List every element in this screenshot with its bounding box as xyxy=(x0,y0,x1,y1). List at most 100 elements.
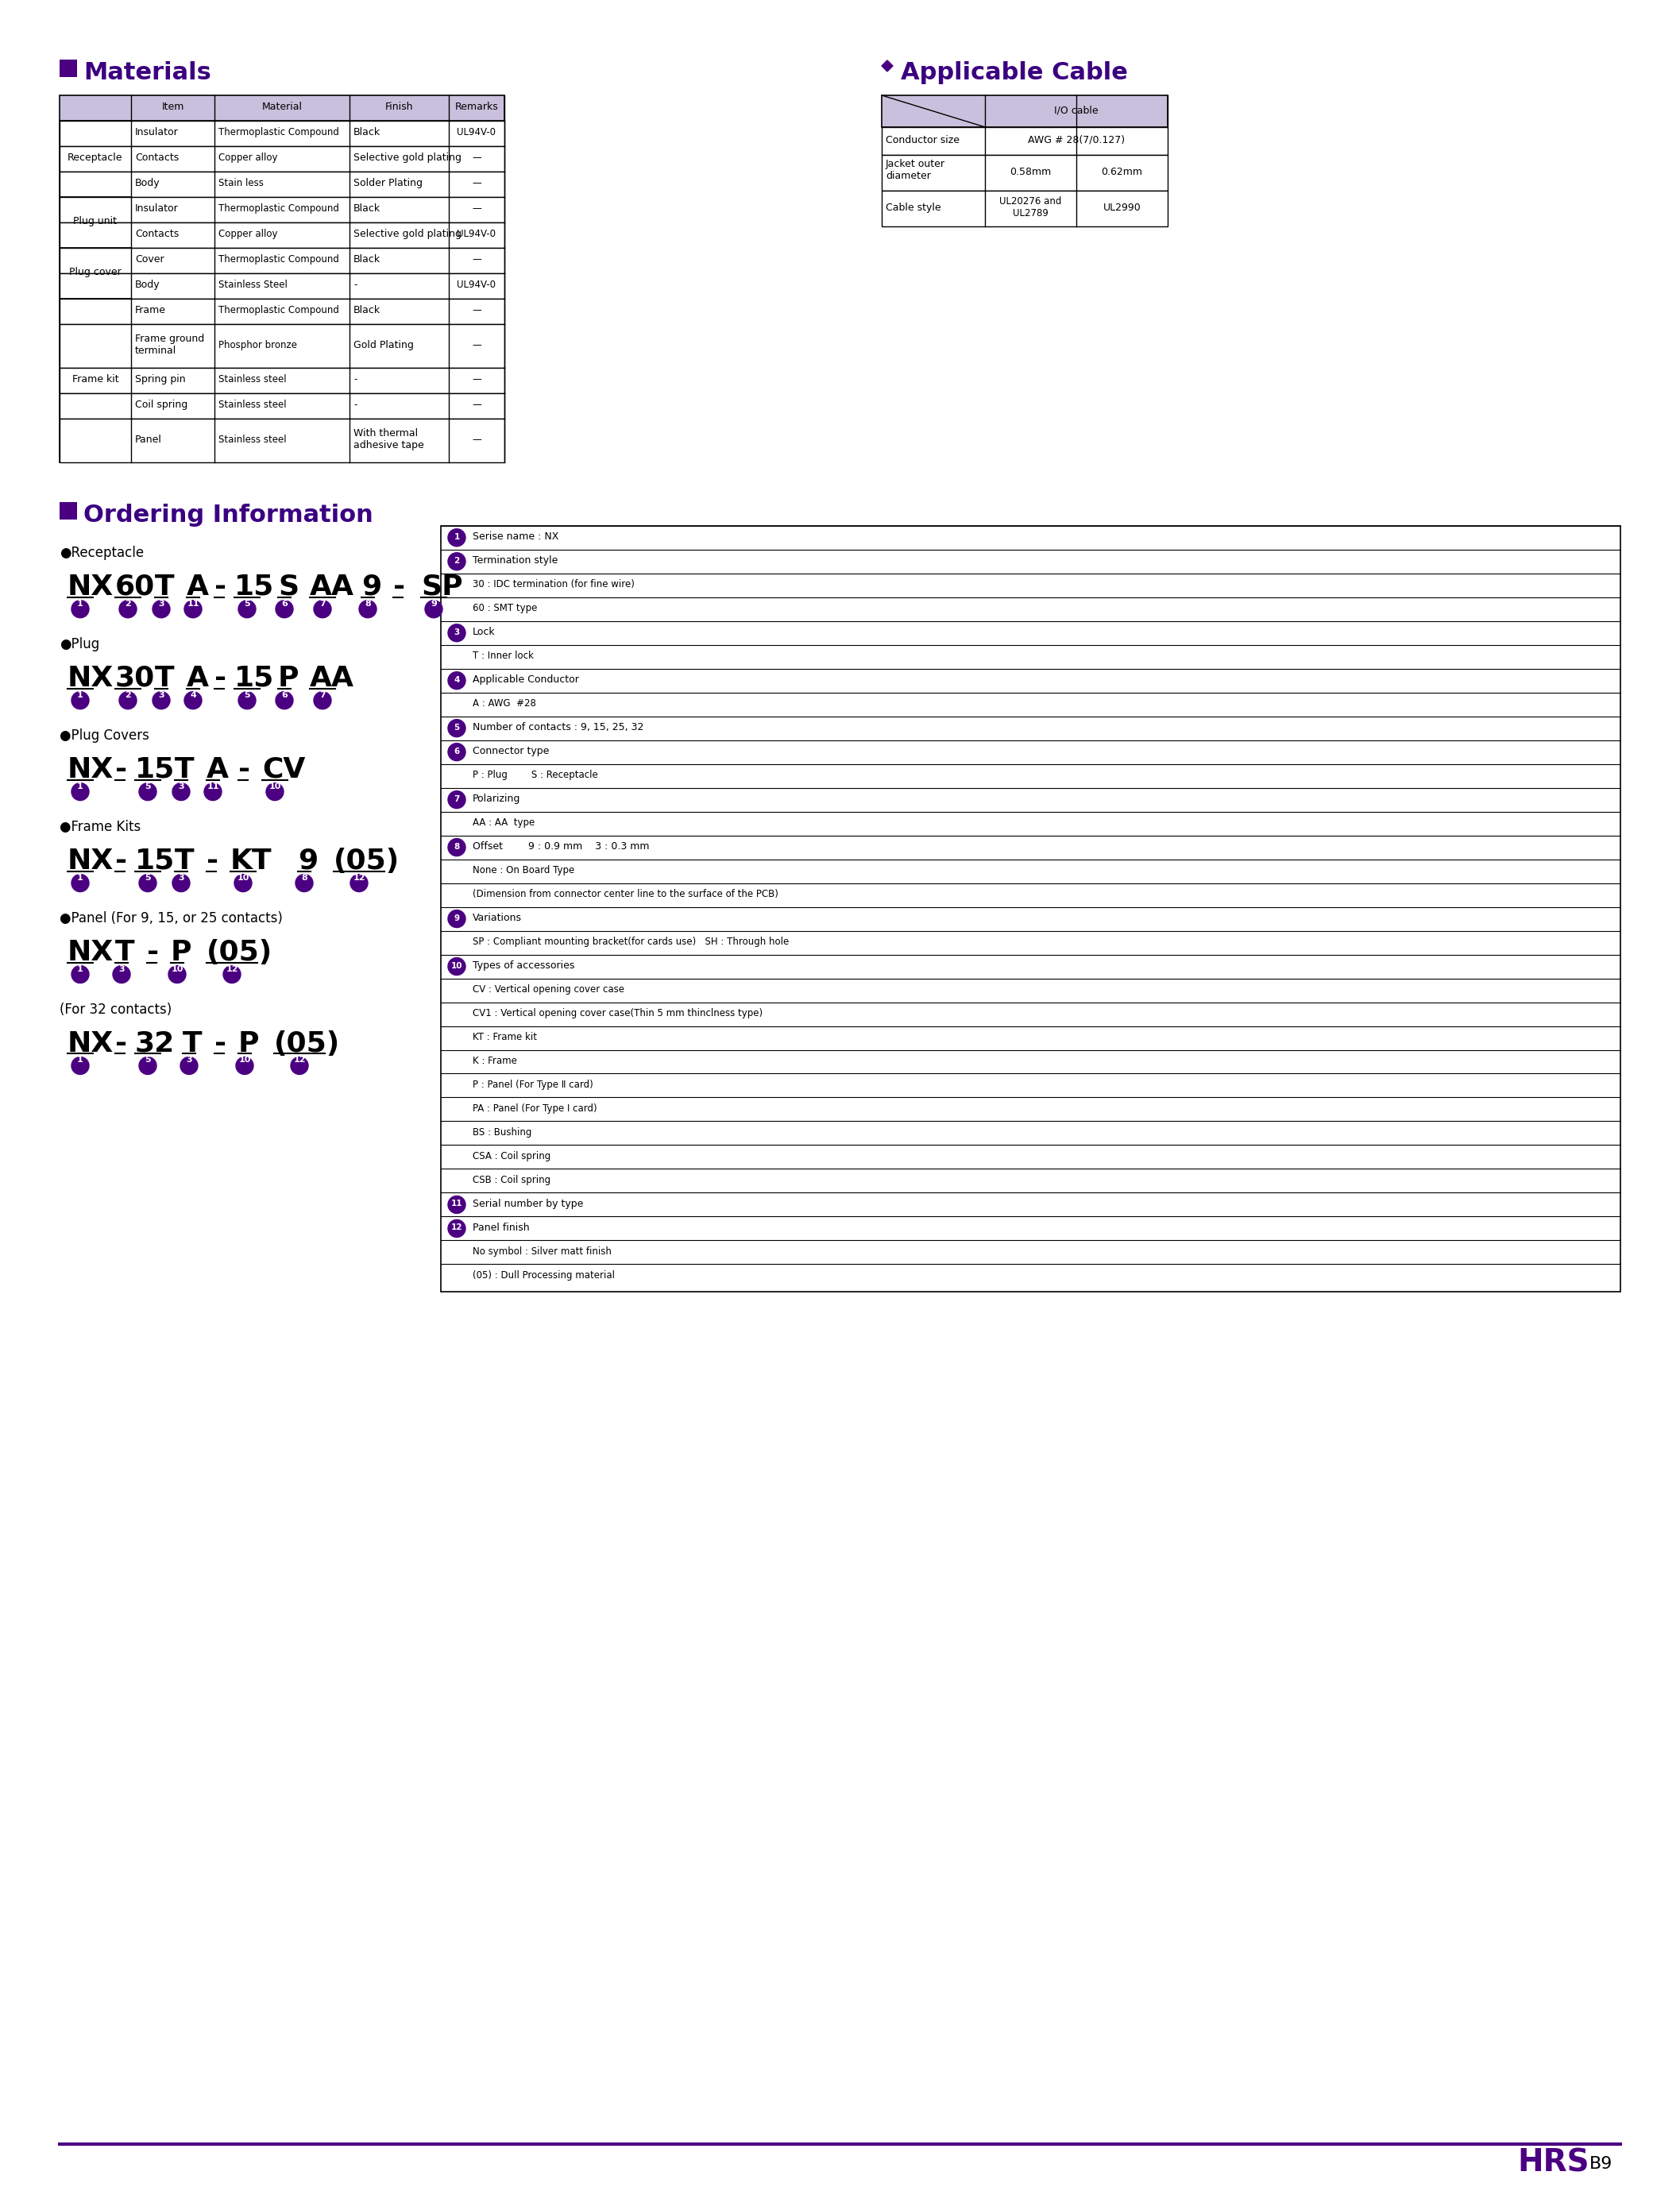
Text: (05): (05) xyxy=(207,938,272,967)
Text: K : Frame: K : Frame xyxy=(472,1056,517,1065)
Text: NX: NX xyxy=(67,665,114,691)
Text: Stainless steel: Stainless steel xyxy=(218,400,287,411)
Text: UL94V-0: UL94V-0 xyxy=(457,127,496,138)
Bar xyxy=(882,96,1168,127)
Bar xyxy=(59,147,504,171)
Bar xyxy=(882,155,1168,190)
Text: Materials: Materials xyxy=(84,61,212,83)
Text: AA: AA xyxy=(309,665,354,691)
Text: Phosphor bronze: Phosphor bronze xyxy=(218,339,297,350)
Circle shape xyxy=(205,783,222,800)
Bar xyxy=(59,247,131,300)
Text: Black: Black xyxy=(353,306,381,315)
Text: Selective gold plating: Selective gold plating xyxy=(353,153,462,164)
Text: 3: 3 xyxy=(178,873,185,881)
Text: KT: KT xyxy=(230,846,272,875)
Text: Black: Black xyxy=(353,203,381,214)
Text: BS : Bushing: BS : Bushing xyxy=(472,1126,531,1137)
Bar xyxy=(59,367,504,394)
Text: 12: 12 xyxy=(225,964,239,973)
Circle shape xyxy=(449,744,465,761)
Text: -: - xyxy=(393,573,405,601)
Text: 60 : SMT type: 60 : SMT type xyxy=(472,604,538,612)
Text: I/O cable: I/O cable xyxy=(1055,105,1099,116)
Text: 6: 6 xyxy=(281,599,287,608)
Circle shape xyxy=(314,691,331,709)
Text: Copper alloy: Copper alloy xyxy=(218,230,277,238)
Text: Plug cover: Plug cover xyxy=(69,267,121,278)
Text: CV1 : Vertical opening cover case(Thin 5 mm thinclness type): CV1 : Vertical opening cover case(Thin 5… xyxy=(472,1008,763,1019)
Circle shape xyxy=(119,601,136,617)
Text: 12: 12 xyxy=(353,873,365,881)
Circle shape xyxy=(223,967,240,984)
Text: 5: 5 xyxy=(454,724,460,730)
Text: Black: Black xyxy=(353,127,381,138)
Text: 9: 9 xyxy=(297,846,318,875)
Text: Gold Plating: Gold Plating xyxy=(353,339,413,350)
Text: 3: 3 xyxy=(158,599,165,608)
Text: Body: Body xyxy=(134,280,160,291)
Text: (05): (05) xyxy=(334,846,400,875)
Text: Serial number by type: Serial number by type xyxy=(472,1198,583,1209)
Text: Material: Material xyxy=(262,103,302,112)
Text: SP : Compliant mounting bracket(for cards use)   SH : Through hole: SP : Compliant mounting bracket(for card… xyxy=(472,936,790,947)
Text: 1: 1 xyxy=(77,1056,84,1065)
Text: 15: 15 xyxy=(234,573,274,601)
Circle shape xyxy=(113,967,131,984)
Text: -: - xyxy=(353,280,358,291)
Circle shape xyxy=(449,958,465,975)
Text: 10: 10 xyxy=(171,964,183,973)
Text: (For 32 contacts): (For 32 contacts) xyxy=(59,1002,171,1017)
Circle shape xyxy=(449,553,465,571)
Circle shape xyxy=(139,1056,156,1074)
Text: Thermoplastic Compound: Thermoplastic Compound xyxy=(218,127,339,138)
Circle shape xyxy=(168,967,186,984)
Bar xyxy=(59,120,504,147)
Circle shape xyxy=(72,601,89,617)
Circle shape xyxy=(72,691,89,709)
Text: 30 : IDC termination (for fine wire): 30 : IDC termination (for fine wire) xyxy=(472,580,635,590)
Polygon shape xyxy=(882,61,892,72)
Circle shape xyxy=(276,691,292,709)
Text: A: A xyxy=(207,757,228,783)
Text: P: P xyxy=(171,938,192,967)
Text: Ordering Information: Ordering Information xyxy=(84,503,373,527)
Circle shape xyxy=(449,529,465,547)
Circle shape xyxy=(314,601,331,617)
Text: -: - xyxy=(215,573,227,601)
Text: —: — xyxy=(472,203,480,214)
Text: None : On Board Type: None : On Board Type xyxy=(472,866,575,875)
Text: —: — xyxy=(472,339,480,350)
Text: Insulator: Insulator xyxy=(134,127,178,138)
Text: -: - xyxy=(116,1030,128,1056)
Text: UL20276 and
UL2789: UL20276 and UL2789 xyxy=(1000,197,1062,219)
Bar xyxy=(59,300,504,324)
Bar xyxy=(59,501,77,518)
Text: (05) : Dull Processing material: (05) : Dull Processing material xyxy=(472,1271,615,1282)
Circle shape xyxy=(139,783,156,800)
Text: -: - xyxy=(215,1030,227,1056)
Text: 6: 6 xyxy=(454,748,460,755)
Circle shape xyxy=(72,1056,89,1074)
Text: Panel: Panel xyxy=(134,435,161,444)
Text: A : AWG  #28: A : AWG #28 xyxy=(472,698,536,709)
Text: 12: 12 xyxy=(450,1225,462,1231)
Text: A: A xyxy=(186,573,208,601)
Text: Stainless Steel: Stainless Steel xyxy=(218,280,287,291)
Text: Plug unit: Plug unit xyxy=(74,217,118,227)
Text: 2: 2 xyxy=(454,558,460,564)
Text: 3: 3 xyxy=(119,964,124,973)
Text: 2: 2 xyxy=(124,691,131,700)
Text: 1: 1 xyxy=(77,691,84,700)
Text: Stain less: Stain less xyxy=(218,179,264,188)
Text: S: S xyxy=(277,573,299,601)
Text: CV : Vertical opening cover case: CV : Vertical opening cover case xyxy=(472,984,625,995)
Text: 11: 11 xyxy=(207,783,218,790)
Text: 3: 3 xyxy=(186,1056,192,1065)
Text: Types of accessories: Types of accessories xyxy=(472,960,575,971)
Text: AWG # 28(7/0.127): AWG # 28(7/0.127) xyxy=(1028,136,1126,144)
Text: Selective gold plating: Selective gold plating xyxy=(353,230,462,238)
Text: —: — xyxy=(472,400,480,411)
Text: No symbol : Silver matt finish: No symbol : Silver matt finish xyxy=(472,1247,612,1258)
Circle shape xyxy=(153,691,170,709)
